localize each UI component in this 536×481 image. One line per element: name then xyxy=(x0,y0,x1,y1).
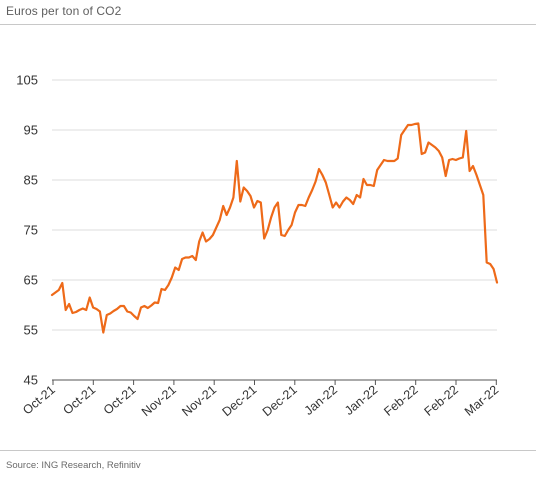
co2-price-series-line xyxy=(50,122,499,334)
y-tick-label: 65 xyxy=(24,273,38,288)
x-tick-label: Feb-22 xyxy=(422,383,461,419)
y-tick-label: 45 xyxy=(24,373,38,388)
x-tick-label: Feb-22 xyxy=(381,383,420,419)
unit-label: Euros per ton of CO2 xyxy=(6,4,122,18)
y-tick-label: 95 xyxy=(24,123,38,138)
y-axis-ticks: 45 55 65 75 85 95 105 xyxy=(16,73,38,388)
top-divider xyxy=(0,24,536,25)
x-tick-label: Nov-21 xyxy=(139,383,179,420)
gridlines xyxy=(52,79,497,331)
y-tick-label: 55 xyxy=(24,323,38,338)
x-tick-label: Dec-21 xyxy=(260,383,300,420)
x-tick-label: Dec-21 xyxy=(220,383,260,420)
y-tick-label: 75 xyxy=(24,223,38,238)
bottom-divider xyxy=(0,450,536,451)
x-tick-label: Jan-22 xyxy=(302,383,340,418)
x-tick-label: Mar-22 xyxy=(462,383,501,419)
y-tick-label: 85 xyxy=(24,173,38,188)
x-axis-ticks: Oct-21 Oct-21 Oct-21 Nov-21 Nov-21 Dec-21 Dec-… xyxy=(20,380,501,419)
x-tick-label: Jan-22 xyxy=(342,383,380,418)
x-tick-label: Oct-21 xyxy=(20,383,58,418)
x-tick-label: Oct-21 xyxy=(60,383,98,418)
x-tick-label: Oct-21 xyxy=(101,383,139,418)
y-tick-label: 105 xyxy=(16,73,38,88)
source-label: Source: ING Research, Refinitiv xyxy=(6,460,141,471)
x-tick-label: Nov-21 xyxy=(179,383,219,420)
